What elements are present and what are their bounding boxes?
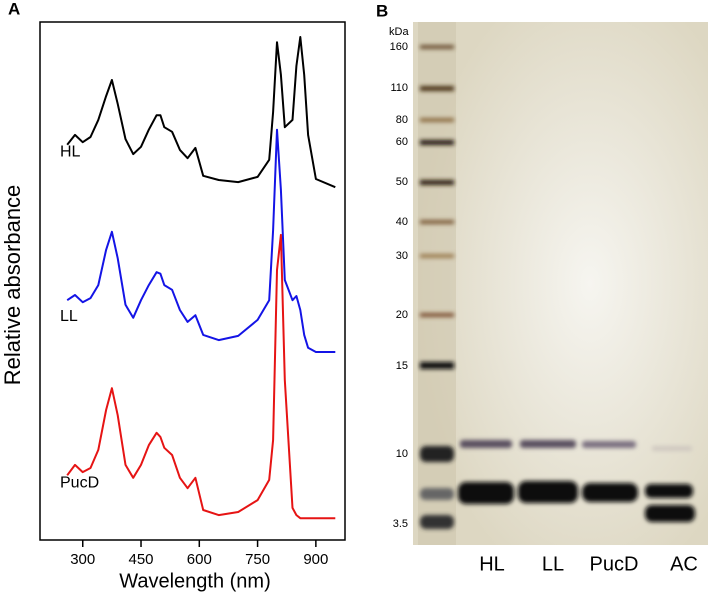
spectrum-line <box>66 233 336 520</box>
panel-label: A <box>8 0 20 18</box>
marker-label: 30 <box>396 250 408 262</box>
gel-image <box>413 22 708 545</box>
ladder-lane <box>418 22 456 545</box>
plot-frame <box>39 21 346 541</box>
lane-label: HL <box>479 553 505 575</box>
x-tick-label: 600 <box>187 551 212 568</box>
x-tick-label: 750 <box>245 551 270 568</box>
lane-label: PucD <box>590 553 639 575</box>
series-label: LL <box>60 308 78 325</box>
lane-label: LL <box>542 553 564 575</box>
marker-label: 80 <box>396 114 408 126</box>
series-label: PucD <box>60 474 99 491</box>
spectrum-line <box>66 36 336 189</box>
y-axis-label: Relative absorbance <box>0 185 25 386</box>
marker-label: 40 <box>396 216 408 228</box>
marker-label: 110 <box>390 82 408 94</box>
marker-label: 160 <box>390 41 408 53</box>
marker-label: 10 <box>396 448 408 460</box>
x-axis-label: Wavelength (nm) <box>119 570 271 592</box>
x-tick-label: 300 <box>70 551 95 568</box>
x-tick-label: 450 <box>129 551 154 568</box>
marker-label: 60 <box>396 136 408 148</box>
gel-background <box>413 22 708 545</box>
sample-bands <box>458 440 695 522</box>
spectrum-line <box>66 128 336 353</box>
ladder-bands <box>420 45 454 529</box>
marker-label: 3.5 <box>393 518 408 530</box>
panel-label: B <box>376 1 388 20</box>
lane-label: AC <box>670 553 698 575</box>
marker-label: 50 <box>396 176 408 188</box>
marker-label: 15 <box>396 360 408 372</box>
x-tick-label: 900 <box>303 551 328 568</box>
series-label: HL <box>60 143 81 160</box>
unit-label: kDa <box>389 26 409 38</box>
marker-label: 20 <box>396 309 408 321</box>
